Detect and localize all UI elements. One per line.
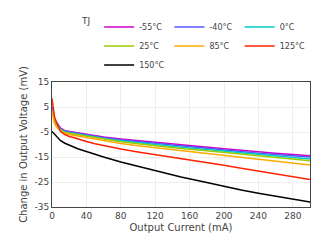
svg-text:0°C: 0°C <box>280 23 295 32</box>
svg-text:-40°C: -40°C <box>209 23 232 32</box>
svg-text:40: 40 <box>81 211 93 221</box>
svg-text:80: 80 <box>115 211 127 221</box>
svg-text:160: 160 <box>181 211 198 221</box>
svg-text:280: 280 <box>284 211 301 221</box>
svg-text:-25: -25 <box>34 177 49 187</box>
svg-text:Output Current (mA): Output Current (mA) <box>129 222 232 233</box>
svg-text:125°C: 125°C <box>280 42 305 51</box>
svg-text:0: 0 <box>49 211 55 221</box>
svg-text:200: 200 <box>215 211 232 221</box>
svg-text:-55°C: -55°C <box>139 23 162 32</box>
svg-text:-15: -15 <box>34 152 49 162</box>
svg-text:150°C: 150°C <box>139 61 164 70</box>
svg-text:Change in Output Voltage (mV): Change in Output Voltage (mV) <box>18 66 29 223</box>
svg-text:5: 5 <box>43 102 49 112</box>
svg-text:15: 15 <box>38 77 49 87</box>
svg-text:85°C: 85°C <box>209 42 229 51</box>
svg-text:-5: -5 <box>40 127 49 137</box>
svg-text:25°C: 25°C <box>139 42 159 51</box>
svg-text:-35: -35 <box>34 202 49 212</box>
svg-text:240: 240 <box>250 211 267 221</box>
svg-text:TJ: TJ <box>81 16 90 26</box>
svg-text:120: 120 <box>147 211 164 221</box>
